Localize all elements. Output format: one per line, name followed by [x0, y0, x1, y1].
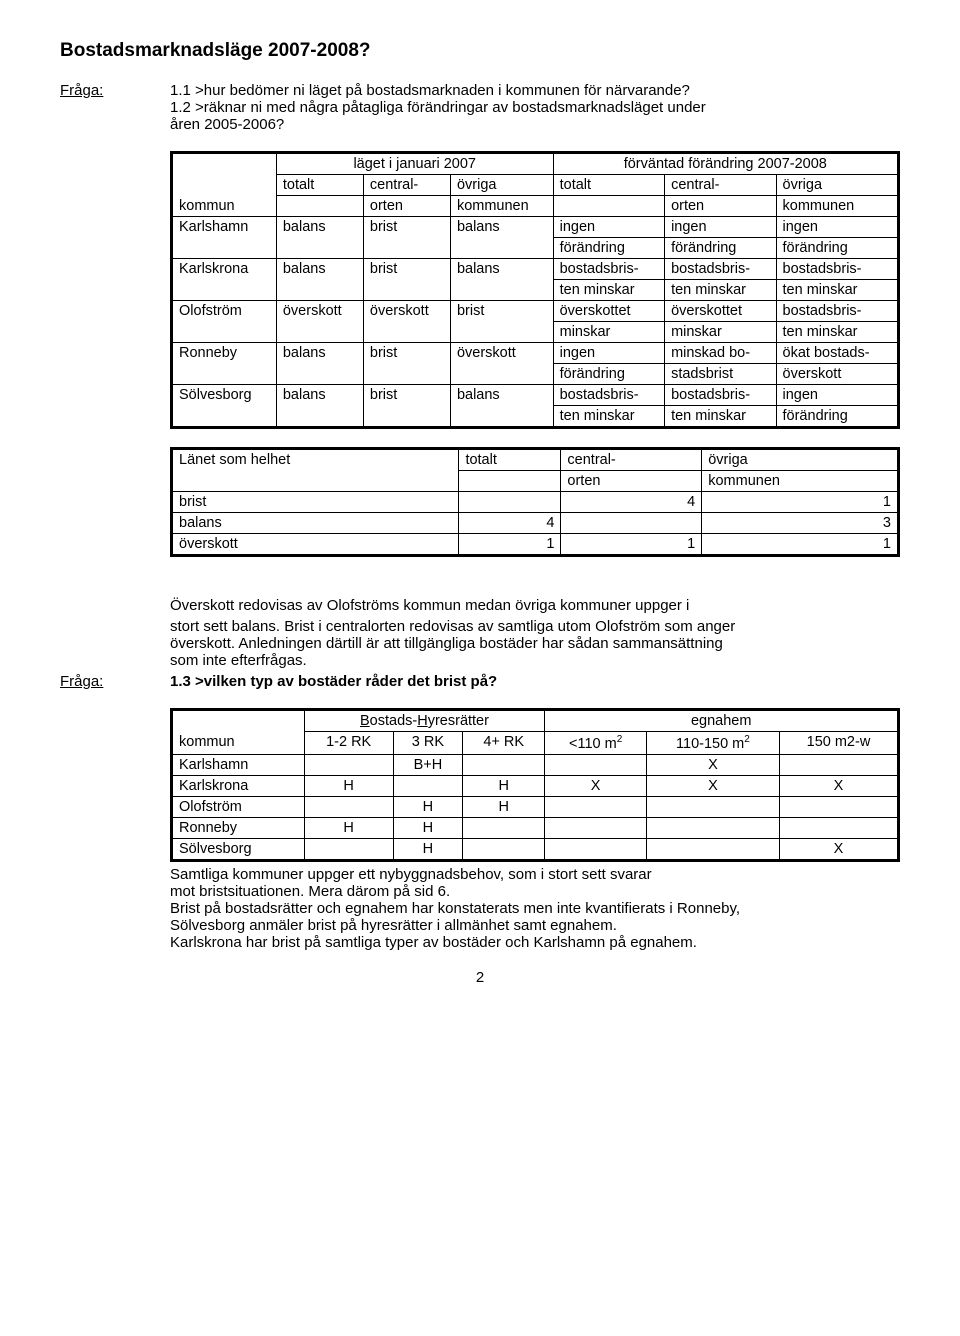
- table-row: brist: [172, 492, 459, 513]
- table-row: Karlshamn: [172, 217, 277, 259]
- t1-h-totalt: totalt: [276, 175, 363, 196]
- t1-h-central1: central-: [363, 175, 450, 196]
- t1-h-ovriga2b: kommunen: [776, 196, 898, 217]
- question-1-2a: 1.2 >räknar ni med några påtagliga förän…: [170, 99, 900, 116]
- t2-h-central1: central-: [561, 449, 702, 471]
- t1-group1: läget i januari 2007: [276, 153, 553, 175]
- t2-h1: Länet som helhet: [172, 449, 459, 471]
- t3-h-egnahem: egnahem: [545, 710, 899, 732]
- t1-h-ovriga1b: övriga: [776, 175, 898, 196]
- table-row: Karlskrona: [172, 259, 277, 301]
- table-row: Olofström: [172, 301, 277, 343]
- table-row: Olofström: [172, 796, 305, 817]
- question-1-1: 1.1 >hur bedömer ni läget på bostadsmark…: [170, 82, 900, 99]
- table-row: Ronneby: [172, 343, 277, 385]
- table-brist-typ: Bostads-Hyresrätter egnahem kommun 1-2 R…: [170, 708, 900, 862]
- page-title: Bostadsmarknadsläge 2007-2008?: [60, 40, 900, 62]
- t3-c3: 4+ RK: [463, 732, 545, 755]
- t3-c2: 3 RK: [393, 732, 462, 755]
- t1-group2: förväntad förändring 2007-2008: [553, 153, 898, 175]
- t2-h-totalt: totalt: [459, 449, 561, 471]
- table-helhet: Länet som helhet totalt central- övriga …: [170, 447, 900, 557]
- foot-1: Samtliga kommuner uppger ett nybyggnadsb…: [170, 866, 900, 883]
- table-row: Sölvesborg: [172, 385, 277, 428]
- foot-5: Karlskrona har brist på samtliga typer a…: [170, 934, 900, 951]
- foot-3: Brist på bostadsrätter och egnahem har k…: [170, 900, 900, 917]
- table-row: Ronneby: [172, 817, 305, 838]
- t3-c5: 110-150 m2: [646, 732, 779, 755]
- para-1c: överskott. Anledningen därtill är att ti…: [170, 635, 900, 652]
- table-row: överskott: [172, 534, 459, 556]
- table-row: Sölvesborg: [172, 838, 305, 860]
- para-1b: stort sett balans. Brist i centralorten …: [170, 618, 900, 635]
- table-situation: läget i januari 2007 förväntad förändrin…: [170, 151, 900, 429]
- table-row: Karlshamn: [172, 754, 305, 775]
- t3-c1: 1-2 RK: [304, 732, 393, 755]
- t2-h-central2: orten: [561, 471, 702, 492]
- question-label: Fråga:: [60, 82, 170, 133]
- t1-h-central2: orten: [363, 196, 450, 217]
- t3-c4: <110 m2: [545, 732, 647, 755]
- question-label-2: Fråga:: [60, 673, 170, 690]
- t3-c6: 150 m2-w: [779, 732, 898, 755]
- para-1a: Överskott redovisas av Olofströms kommun…: [170, 597, 900, 614]
- para-1d: som inte efterfrågas.: [170, 652, 900, 669]
- t1-h-totalt2: totalt: [553, 175, 664, 196]
- t2-h-ovriga2: kommunen: [702, 471, 899, 492]
- t1-h-central2b: orten: [665, 196, 776, 217]
- table-row: balans: [172, 513, 459, 534]
- t1-h-ovriga1: övriga: [450, 175, 553, 196]
- table-row: Karlskrona: [172, 775, 305, 796]
- t3-h-bh: Bostads-Hyresrätter: [304, 710, 545, 732]
- foot-4: Sölvesborg anmäler brist på hyresrätter …: [170, 917, 900, 934]
- t1-h-ovriga2: kommunen: [450, 196, 553, 217]
- question-1-3: 1.3 >vilken typ av bostäder råder det br…: [170, 673, 900, 690]
- question-1-2b: åren 2005-2006?: [170, 116, 900, 133]
- t1-h-kommun: kommun: [172, 196, 277, 217]
- t2-h-ovriga1: övriga: [702, 449, 899, 471]
- t3-h-kommun: kommun: [172, 732, 305, 755]
- t1-h-central1b: central-: [665, 175, 776, 196]
- page-number: 2: [60, 969, 900, 986]
- foot-2: mot bristsituationen. Mera därom på sid …: [170, 883, 900, 900]
